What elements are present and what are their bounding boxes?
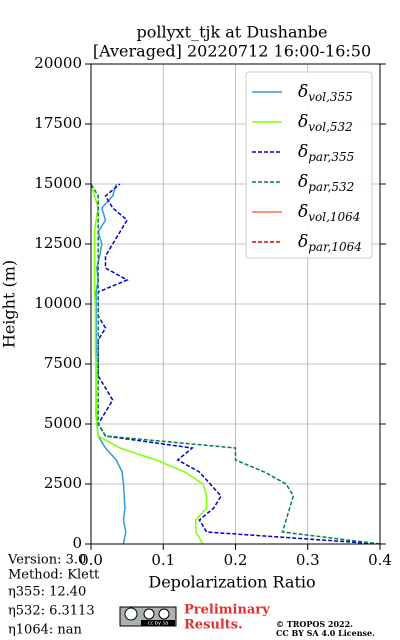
data-line <box>97 183 380 544</box>
license-text: CC BY SA 4.0 License. <box>276 628 375 638</box>
legend-label: δvol,355 <box>298 82 353 104</box>
data-line <box>91 183 380 544</box>
y-tick-label: 15000 <box>34 174 82 192</box>
info-text: Method: Klett <box>8 568 100 583</box>
legend-label: δvol,532 <box>298 112 353 134</box>
x-tick-label: 0.4 <box>368 551 392 569</box>
legend-label: δpar,532 <box>298 172 354 194</box>
y-tick-label: 10000 <box>34 294 82 312</box>
legend-label: δpar,355 <box>298 142 354 164</box>
x-tick-label: 0.2 <box>224 551 248 569</box>
info-text: η355: 12.40 <box>8 585 86 600</box>
x-tick-label: 0.0 <box>79 551 103 569</box>
x-tick-label: 0.3 <box>296 551 320 569</box>
y-tick-label: 7500 <box>44 354 82 372</box>
y-tick-label: 17500 <box>34 114 82 132</box>
data-line <box>91 183 208 544</box>
y-axis-label: Height (m) <box>0 260 19 348</box>
preliminary-text: Results. <box>184 618 243 633</box>
chart-subtitle: [Averaged] 20220712 16:00-16:50 <box>93 42 371 61</box>
legend-label: δvol,1064 <box>298 202 360 224</box>
y-tick-label: 2500 <box>44 474 82 492</box>
preliminary-text: Preliminary <box>184 603 270 618</box>
y-tick-label: 20000 <box>34 54 82 72</box>
info-text: η1064: nan <box>8 623 83 638</box>
plot-frame <box>90 63 381 545</box>
y-tick-label: 12500 <box>34 234 82 252</box>
license-text: © TROPOS 2022. <box>276 619 353 629</box>
y-tick-label: 0 <box>72 534 82 552</box>
x-axis-label: Depolarization Ratio <box>148 573 315 592</box>
x-tick-label: 0.1 <box>151 551 175 569</box>
logo-text: cc by sa <box>148 621 168 627</box>
chart-title: pollyxt_tjk at Dushanbe <box>136 23 327 42</box>
cc-logo: cc by sa <box>119 606 177 627</box>
plot-lines <box>91 183 380 544</box>
info-text: Version: 3.0 <box>7 553 86 568</box>
info-text: η532: 6.3113 <box>8 604 95 619</box>
legend-label: δpar,1064 <box>298 232 362 254</box>
y-tick-label: 5000 <box>44 414 82 432</box>
